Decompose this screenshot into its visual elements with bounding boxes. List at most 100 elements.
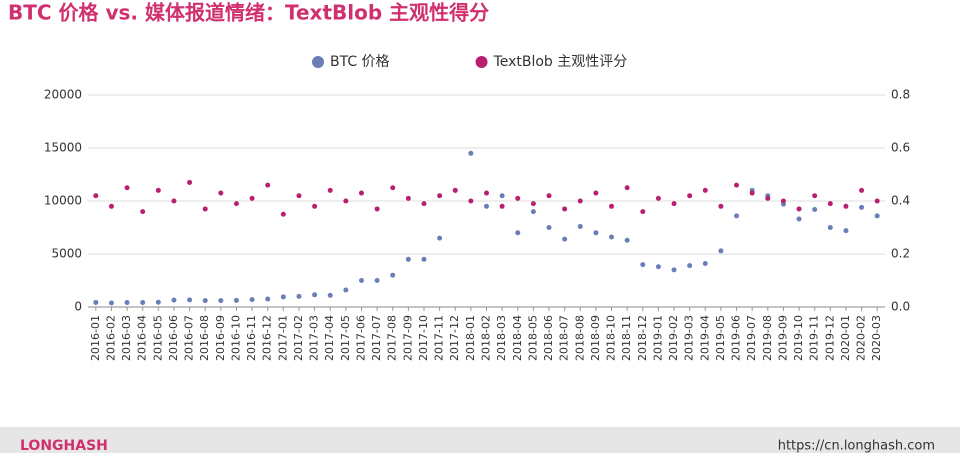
y2-tick-label: 0.2: [891, 247, 910, 261]
point: [609, 203, 615, 209]
point: [390, 272, 396, 278]
point: [124, 185, 130, 191]
x-tick-label: 2018-11: [620, 315, 633, 361]
point: [484, 190, 489, 196]
point: [827, 225, 833, 230]
legend-marker: [312, 56, 324, 68]
point: [343, 287, 349, 293]
x-tick-label: 2017-03: [308, 315, 321, 361]
x-tick-label: 2017-08: [386, 315, 399, 361]
x-tick-label: 2020-02: [855, 315, 868, 361]
point: [468, 150, 474, 156]
x-tick-label: 2017-11: [433, 315, 446, 361]
x-tick-label: 2019-10: [792, 315, 805, 361]
point: [327, 292, 333, 298]
point: [390, 185, 396, 191]
point: [859, 187, 865, 193]
x-tick-label: 2018-03: [495, 315, 508, 361]
point: [530, 201, 536, 207]
legend-label: TextBlob 主观性评分: [493, 54, 628, 70]
x-tick-label: 2019-11: [808, 315, 821, 361]
point: [655, 195, 661, 201]
x-tick-label: 2019-01: [651, 315, 664, 361]
point: [687, 263, 693, 269]
point: [874, 198, 880, 204]
x-tick-label: 2019-06: [730, 315, 743, 361]
point: [812, 193, 818, 199]
point: [93, 299, 99, 305]
x-tick-label: 2018-07: [558, 315, 571, 361]
x-tick-label: 2019-08: [761, 315, 774, 361]
chart-title: BTC 价格 vs. 媒体报道情绪：TextBlob 主观性得分: [8, 1, 489, 25]
x-tick-label: 2019-09: [776, 315, 789, 361]
point: [702, 187, 708, 193]
point: [280, 294, 286, 300]
point: [108, 203, 114, 209]
footer-bar: [0, 427, 960, 453]
x-tick-label: 2017-12: [448, 315, 461, 361]
x-tick-label: 2017-01: [276, 315, 289, 361]
point: [93, 193, 99, 199]
point: [827, 201, 833, 207]
point: [702, 261, 708, 267]
point: [749, 190, 755, 196]
point: [327, 187, 333, 193]
point: [202, 206, 208, 212]
point: [734, 182, 740, 188]
point: [765, 195, 771, 201]
x-tick-label: 2016-12: [261, 315, 274, 361]
x-tick-label: 2019-05: [714, 315, 727, 361]
point: [437, 193, 443, 199]
point: [358, 278, 364, 283]
point: [405, 195, 411, 201]
point: [312, 292, 318, 298]
x-tick-label: 2019-02: [667, 315, 680, 361]
x-tick-label: 2016-09: [214, 315, 227, 361]
footer-brand: LONGHASH: [20, 438, 108, 453]
point: [718, 248, 724, 254]
x-tick-label: 2016-04: [136, 315, 149, 361]
legend-label: BTC 价格: [330, 54, 390, 70]
point: [812, 206, 818, 212]
point: [249, 195, 255, 201]
y2-tick-label: 0.6: [891, 141, 910, 155]
legend-marker: [475, 56, 488, 68]
x-tick-label: 2016-01: [89, 315, 102, 361]
point: [624, 185, 630, 191]
x-tick-label: 2018-01: [464, 315, 477, 361]
point: [280, 211, 286, 217]
point: [421, 256, 427, 262]
point: [530, 209, 536, 215]
point: [843, 228, 849, 234]
point: [343, 198, 349, 204]
x-tick-label: 2017-09: [401, 315, 414, 361]
x-tick-label: 2016-08: [198, 315, 211, 361]
x-tick-label: 2017-04: [323, 315, 336, 361]
y2-tick-label: 0.4: [891, 194, 910, 208]
point: [671, 201, 677, 207]
x-tick-label: 2018-05: [526, 315, 539, 361]
point: [796, 216, 802, 222]
point: [562, 236, 568, 242]
point: [780, 198, 786, 204]
point: [640, 262, 646, 268]
point: [265, 182, 271, 188]
x-tick-label: 2018-10: [605, 315, 618, 361]
point: [374, 278, 380, 283]
point: [499, 193, 505, 199]
point: [499, 203, 505, 209]
x-tick-label: 2017-07: [370, 315, 383, 361]
x-tick-label: 2018-04: [511, 315, 524, 361]
x-tick-label: 2019-12: [823, 315, 836, 361]
point: [405, 256, 411, 262]
x-tick-label: 2016-02: [104, 315, 117, 361]
point: [140, 300, 146, 306]
x-tick-label: 2017-10: [417, 315, 430, 361]
x-tick-label: 2017-02: [292, 315, 305, 361]
point: [859, 204, 865, 210]
point: [202, 298, 208, 304]
point: [718, 203, 724, 209]
x-tick-label: 2016-07: [183, 315, 196, 361]
x-tick-label: 2018-08: [573, 315, 586, 361]
